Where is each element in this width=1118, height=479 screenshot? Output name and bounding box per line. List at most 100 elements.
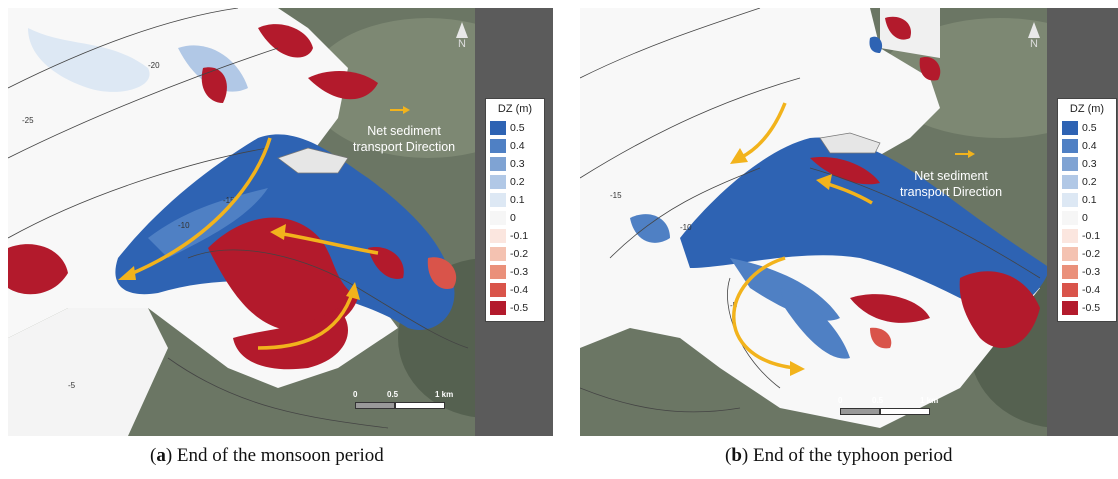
transport-arrowhead — [118, 266, 136, 280]
legend-label: 0 — [510, 212, 516, 224]
legend-swatch — [490, 301, 506, 315]
legend-swatch — [1062, 247, 1078, 261]
transport-arrow — [257, 290, 355, 350]
legend-label: 0.2 — [510, 176, 525, 188]
erosion-patch — [885, 16, 911, 40]
contour-label: -10 — [178, 221, 190, 230]
net-label-line1: Net sediment — [367, 124, 441, 138]
legend-title: DZ (m) — [497, 103, 533, 115]
legend-swatch — [1062, 193, 1078, 207]
legend-label: 0.2 — [1082, 176, 1097, 188]
legend-label: 0.1 — [1082, 194, 1097, 206]
contour-label: -5 — [68, 381, 76, 390]
legend-swatch — [490, 121, 506, 135]
north-label: N — [458, 38, 466, 50]
bathymetry-contour — [8, 8, 239, 89]
legend-label: -0.5 — [1082, 302, 1101, 314]
erosion-shoal — [233, 308, 348, 370]
legend-swatch — [490, 157, 506, 171]
contour-label: -25 — [22, 116, 34, 125]
legend-label: 0 — [1082, 212, 1088, 224]
legend-label: 0.1 — [510, 194, 525, 206]
scale-label: 1 km — [920, 396, 939, 405]
scale-label: 0 — [353, 390, 358, 399]
legend-swatch — [1062, 175, 1078, 189]
bathymetry-contour — [580, 8, 761, 79]
transport-arrowhead — [270, 224, 286, 240]
caption-letter: b — [731, 445, 742, 466]
erosion-patch — [201, 67, 227, 103]
legend-panel: DZ (m) 0.5 0.4 0.3 0.2 0.1 0 -0.1 -0.2 -0.3 -0.4 -… — [1047, 8, 1118, 436]
bathymetry-contour — [609, 167, 761, 259]
transport-arrowhead — [346, 282, 360, 300]
legend-swatch — [1062, 283, 1078, 297]
net-label-line2: transport Direction — [353, 140, 456, 154]
deposition-patch — [869, 36, 883, 53]
caption-b: (b) End of the typhoon period — [725, 445, 953, 466]
scale-bar: 0 0.5 1 km — [353, 390, 463, 414]
erosion-patch — [919, 57, 941, 81]
map-canvas-b: -15 -10 -5 — [580, 8, 1118, 436]
erosion-shoal — [208, 217, 358, 332]
bathymetry-contour — [187, 249, 469, 349]
legend-swatch — [490, 247, 506, 261]
north-arrow-icon — [1028, 22, 1040, 38]
erosion-patch — [810, 157, 880, 185]
erosion-patch — [870, 327, 892, 349]
legend-label: 0.3 — [510, 158, 525, 170]
bathymetry-contour — [8, 47, 279, 159]
bathymetry-contour — [580, 77, 801, 179]
legend-label: 0.4 — [510, 140, 525, 152]
net-label-line1: Net sediment — [914, 169, 988, 183]
north-arrow-icon — [456, 22, 468, 38]
caption-letter: a — [156, 445, 166, 466]
legend-swatch — [1062, 229, 1078, 243]
legend-label: 0.4 — [1082, 140, 1097, 152]
harbour-structure — [819, 132, 881, 154]
legend-label: 0.3 — [1082, 158, 1097, 170]
caption-text: End of the monsoon period — [176, 445, 384, 466]
transport-arrow — [125, 137, 272, 278]
net-label-line2: transport Direction — [900, 185, 1003, 199]
map-canvas-a: -25 -20 -15 -10 -5 — [8, 8, 553, 436]
scale-segment — [880, 408, 930, 415]
erosion-patch — [959, 271, 1040, 348]
legend-swatch — [490, 139, 506, 153]
net-transport-label: Net sediment transport Direction — [353, 123, 455, 155]
scale-label: 0.5 — [387, 390, 399, 399]
scale-segment — [355, 402, 395, 409]
transport-arrowhead — [790, 361, 805, 376]
erosion-patch — [8, 244, 68, 295]
bathymetry-contour — [8, 147, 269, 239]
bathymetry-contour — [809, 167, 1041, 279]
legend-swatch — [490, 175, 506, 189]
deposition-channel — [780, 288, 850, 359]
legend-label: 0.5 — [510, 122, 525, 134]
sea-area — [8, 308, 168, 436]
erosion-patch — [308, 71, 378, 100]
transport-arrow — [739, 102, 787, 160]
deposition-channel — [680, 137, 1050, 311]
legend-label: -0.4 — [1082, 284, 1101, 296]
scale-segment — [840, 408, 880, 415]
net-transport-label: Net sediment transport Direction — [900, 168, 1002, 200]
transport-arrowhead — [816, 174, 832, 190]
legend-label: -0.3 — [510, 266, 529, 278]
legend-label: -0.2 — [510, 248, 529, 260]
scale-label: 0.5 — [872, 396, 884, 405]
legend-panel: DZ (m) 0.5 0.4 0.3 0.2 0.1 0 -0.1 -0.2 -0.3 -0.4 -… — [475, 8, 553, 436]
contour-label: -20 — [148, 61, 160, 70]
legend-swatch — [1062, 157, 1078, 171]
legend-swatch — [1062, 211, 1078, 225]
north-label: N — [1030, 38, 1038, 50]
deposition-channel — [148, 188, 268, 258]
transport-arrow — [277, 231, 379, 255]
legend-arrowhead — [403, 106, 410, 114]
caption-a: (a) End of the monsoon period — [150, 445, 384, 466]
legend-swatch — [490, 265, 506, 279]
scale-bar: 0 0.5 1 km — [838, 396, 948, 420]
deposition-patch — [630, 214, 670, 243]
legend-title: DZ (m) — [1069, 103, 1105, 115]
legend-label: -0.3 — [1082, 266, 1101, 278]
transport-arrowhead — [730, 148, 748, 164]
